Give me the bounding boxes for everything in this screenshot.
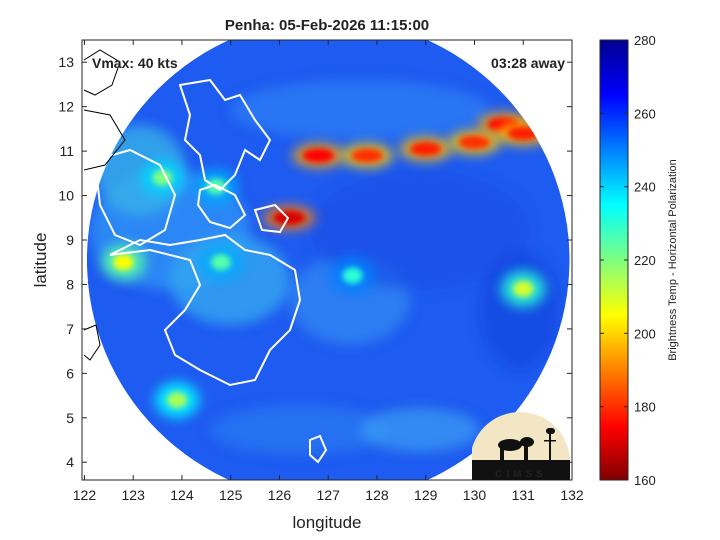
colorbar-label: Brightness Temp - Horizontal Polarizatio… (667, 159, 679, 361)
y-tick-label: 10 (58, 188, 74, 204)
coastline (83, 109, 126, 171)
feature-core (507, 126, 540, 141)
texture-patch (360, 408, 480, 452)
feature-core (458, 135, 491, 150)
y-tick-label: 13 (58, 54, 74, 70)
feature-core (167, 392, 188, 408)
feature-core (302, 148, 335, 163)
logo-dish-icon (498, 428, 556, 460)
logo-text: CIMSS (495, 469, 547, 480)
texture-patch (480, 250, 560, 370)
feature-core (409, 141, 442, 156)
colorbar-tick-label: 260 (634, 106, 656, 121)
coastline (83, 324, 101, 361)
colorbar-tick-label: 280 (634, 33, 656, 48)
colorbar-tick-label: 200 (634, 326, 656, 341)
feature-core (351, 148, 384, 163)
x-tick-label: 130 (463, 487, 487, 503)
texture-patch (210, 405, 390, 455)
y-tick-label: 6 (66, 365, 74, 381)
feature-core (113, 254, 134, 271)
y-tick-label: 9 (66, 232, 74, 248)
x-tick-label: 127 (317, 487, 341, 503)
x-tick-label: 125 (219, 487, 243, 503)
chart-title: Penha: 05-Feb-2026 11:15:00 (225, 17, 429, 34)
plot-frame (81, 39, 573, 481)
x-tick-label: 124 (170, 487, 194, 503)
y-tick-label: 4 (66, 454, 74, 470)
x-tick-label: 122 (73, 487, 97, 503)
feature-core (513, 280, 534, 297)
colorbar-tick-label: 180 (634, 400, 656, 415)
x-tick-label: 129 (414, 487, 438, 503)
y-tick-label: 11 (59, 143, 74, 159)
texture-patch (230, 80, 490, 140)
x-tick-label: 131 (512, 487, 536, 503)
colorbar-ticks: 160 180 200 220 240 260 280 (600, 33, 656, 488)
feature-core (210, 254, 231, 271)
y-axis: 4 5 6 7 8 9 10 11 12 13 (58, 54, 572, 470)
y-tick-label: 8 (66, 276, 74, 292)
coastline (178, 78, 272, 192)
colorbar-tick-label: 240 (634, 180, 656, 195)
x-tick-label: 128 (365, 487, 389, 503)
coastline-outside (83, 49, 126, 361)
coastline (93, 148, 177, 247)
coastline (196, 183, 247, 230)
cimss-logo: CIMSS (472, 412, 570, 480)
x-axis: 122 123 124 125 126 127 128 129 130 131 132 (73, 40, 584, 503)
coastline (309, 434, 328, 464)
coastline (109, 233, 302, 387)
x-tick-label: 123 (122, 487, 146, 503)
texture-layer (90, 80, 560, 455)
coastline (83, 49, 121, 96)
colorbar (599, 39, 629, 481)
x-tick-label: 126 (268, 487, 292, 503)
x-axis-label: longitude (292, 513, 361, 532)
logo-ground (472, 460, 570, 480)
feature-core (273, 210, 306, 225)
y-axis-label: latitude (31, 233, 50, 288)
y-tick-label: 5 (66, 410, 74, 426)
feature-core (342, 267, 363, 284)
swath-group (86, 40, 570, 480)
coastline (253, 203, 290, 234)
x-tick-label: 132 (560, 487, 584, 503)
coastline-layer (93, 78, 328, 464)
colorbar-tick-label: 160 (634, 473, 656, 488)
texture-patch (310, 170, 530, 290)
time-away-annotation: 03:28 away (491, 55, 565, 71)
colorbar-tick-label: 220 (634, 253, 656, 268)
y-tick-label: 7 (66, 321, 74, 337)
vmax-annotation: Vmax: 40 kts (92, 55, 178, 71)
y-tick-label: 12 (58, 99, 74, 115)
